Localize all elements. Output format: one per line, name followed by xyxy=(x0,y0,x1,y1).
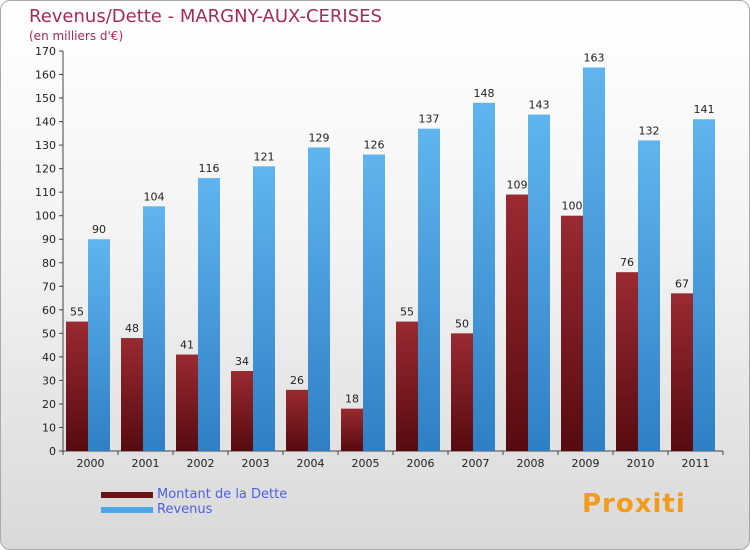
bar-revenue-label: 137 xyxy=(419,113,440,126)
legend-swatch-debt xyxy=(101,491,153,498)
legend-label-debt: Montant de la Dette xyxy=(157,487,288,502)
bar-revenue-label: 116 xyxy=(199,162,220,175)
bar-revenue xyxy=(88,239,110,451)
bar-revenue xyxy=(143,206,165,451)
bar-revenue xyxy=(253,166,275,451)
x-tick-label: 2009 xyxy=(572,457,600,470)
bar-revenue-label: 141 xyxy=(694,103,715,116)
bar-debt xyxy=(121,338,143,451)
bar-debt xyxy=(176,354,198,451)
bar-debt-label: 76 xyxy=(620,256,634,269)
x-tick-label: 2004 xyxy=(297,457,325,470)
chart-subtitle: (en milliers d'€) xyxy=(29,29,124,43)
y-tick-label: 40 xyxy=(42,351,56,364)
chart-title: Revenus/Dette - MARGNY-AUX-CERISES xyxy=(29,6,382,27)
bar-revenue xyxy=(363,154,385,451)
bar-debt-label: 50 xyxy=(455,317,469,330)
bar-revenue-label: 148 xyxy=(474,87,495,100)
bar-revenue-label: 121 xyxy=(254,150,275,163)
bar-debt xyxy=(231,371,253,451)
x-tick-label: 2001 xyxy=(132,457,160,470)
bar-debt-label: 34 xyxy=(235,355,249,368)
bar-debt xyxy=(561,215,583,451)
bar-debt-label: 55 xyxy=(70,306,84,319)
bar-debt-label: 18 xyxy=(345,393,359,406)
x-tick-label: 2007 xyxy=(462,457,490,470)
bar-debt-label: 26 xyxy=(290,374,304,387)
bar-debt xyxy=(671,293,693,451)
bar-debt xyxy=(451,333,473,451)
y-tick-label: 130 xyxy=(35,139,56,152)
bar-revenue-label: 129 xyxy=(309,131,330,144)
x-tick-label: 2002 xyxy=(187,457,215,470)
bar-revenue xyxy=(583,67,605,452)
legend-item-debt: Montant de la Dette xyxy=(101,487,287,502)
y-tick-label: 150 xyxy=(35,92,56,105)
bar-debt xyxy=(341,408,363,451)
bar-debt xyxy=(506,194,528,451)
x-tick-label: 2011 xyxy=(682,457,710,470)
bar-debt xyxy=(396,321,418,451)
y-tick-label: 0 xyxy=(49,445,56,458)
y-tick-label: 100 xyxy=(35,210,56,223)
bar-debt-label: 67 xyxy=(675,277,689,290)
y-tick-label: 140 xyxy=(35,116,56,129)
y-tick-label: 110 xyxy=(35,186,56,199)
bar-revenue xyxy=(473,102,495,451)
legend: Montant de la Dette Revenus xyxy=(101,487,287,517)
bar-revenue-label: 104 xyxy=(144,190,165,203)
bar-debt-label: 48 xyxy=(125,322,139,335)
bar-debt xyxy=(616,272,638,451)
y-tick-label: 120 xyxy=(35,163,56,176)
legend-label-revenue: Revenus xyxy=(157,502,213,517)
y-tick-label: 30 xyxy=(42,374,56,387)
x-tick-label: 2003 xyxy=(242,457,270,470)
y-tick-label: 20 xyxy=(42,398,56,411)
legend-swatch-revenue xyxy=(101,506,153,513)
bar-revenue xyxy=(418,128,440,451)
bar-revenue-label: 90 xyxy=(92,223,106,236)
y-tick-label: 60 xyxy=(42,304,56,317)
x-tick-label: 2005 xyxy=(352,457,380,470)
y-tick-label: 70 xyxy=(42,280,56,293)
bar-revenue-label: 143 xyxy=(529,99,550,112)
bar-revenue-label: 126 xyxy=(364,139,385,152)
bar-debt-label: 100 xyxy=(562,200,583,213)
x-tick-label: 2010 xyxy=(627,457,655,470)
y-tick-label: 160 xyxy=(35,69,56,82)
y-tick-label: 50 xyxy=(42,327,56,340)
bar-revenue xyxy=(528,114,550,451)
bar-revenue xyxy=(308,147,330,451)
bar-revenue xyxy=(693,119,715,451)
bar-debt-label: 55 xyxy=(400,306,414,319)
bar-debt xyxy=(66,321,88,451)
bar-debt-label: 41 xyxy=(180,339,194,352)
bar-debt xyxy=(286,389,308,451)
legend-item-revenue: Revenus xyxy=(101,502,287,517)
y-tick-label: 170 xyxy=(35,45,56,58)
bar-revenue-label: 132 xyxy=(639,124,660,137)
y-tick-label: 90 xyxy=(42,233,56,246)
bar-debt-label: 109 xyxy=(507,179,528,192)
x-tick-label: 2008 xyxy=(517,457,545,470)
x-tick-label: 2006 xyxy=(407,457,435,470)
proxiti-logo: Proxiti xyxy=(582,489,686,519)
x-tick-label: 2000 xyxy=(77,457,105,470)
y-tick-label: 10 xyxy=(42,421,56,434)
y-tick-label: 80 xyxy=(42,257,56,270)
bar-revenue xyxy=(638,140,660,452)
bar-revenue-label: 163 xyxy=(584,51,605,64)
bar-revenue xyxy=(198,178,220,451)
